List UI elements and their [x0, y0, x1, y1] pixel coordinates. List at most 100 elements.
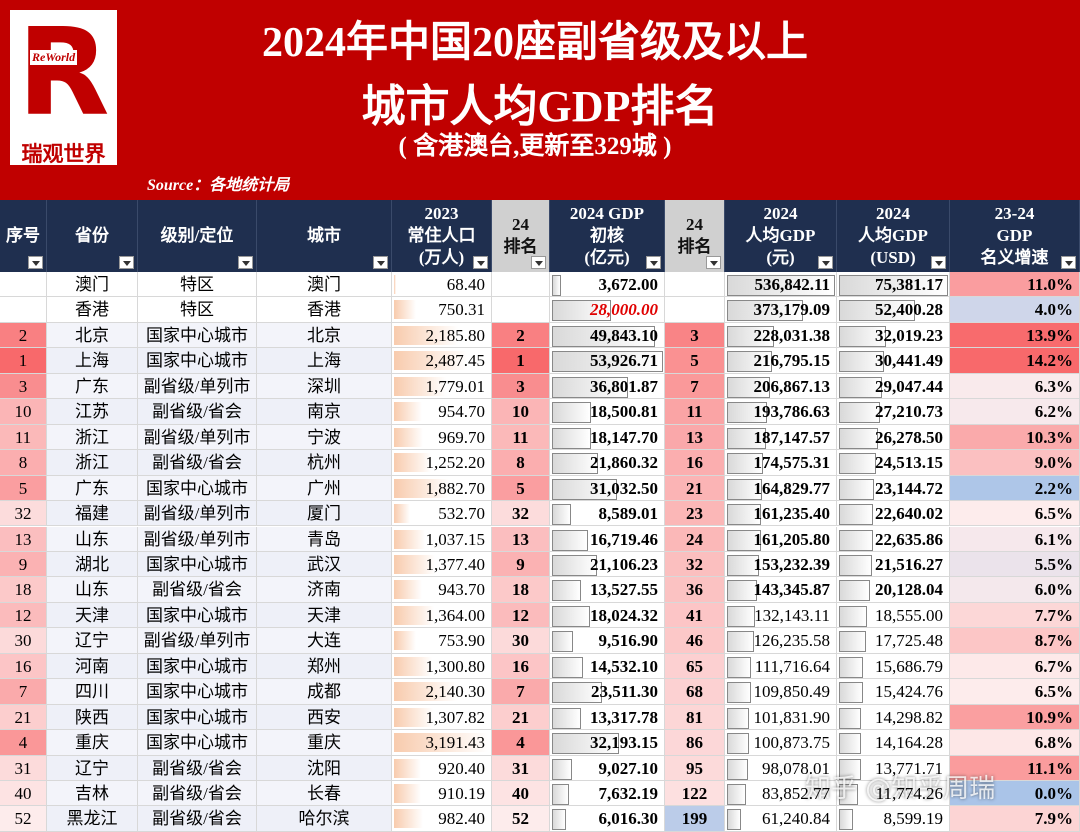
cell-text: 46	[686, 631, 703, 651]
cell-text: 13,771.71	[875, 758, 943, 778]
header-text: 2023	[424, 204, 459, 223]
cell-text: 532.70	[438, 504, 485, 524]
table-cell: 23	[665, 501, 725, 527]
cell-text: 31,032.50	[590, 478, 658, 498]
filter-button[interactable]	[931, 256, 946, 269]
filter-button[interactable]	[28, 256, 43, 269]
cell-text: 1,300.80	[425, 656, 486, 676]
data-bar	[394, 809, 423, 829]
table-cell: 1	[492, 348, 550, 374]
cell-text: 8,599.19	[883, 809, 944, 829]
filter-button[interactable]	[646, 256, 661, 269]
data-bar	[727, 376, 770, 398]
cell-text: 6.8%	[1034, 733, 1073, 753]
filter-button[interactable]	[119, 256, 134, 269]
cell-text: 22,640.02	[875, 504, 943, 524]
cell-text: 21	[14, 707, 32, 727]
filter-button[interactable]	[473, 256, 488, 269]
table-cell: 广州	[257, 475, 392, 502]
table-cell: 18	[0, 577, 47, 603]
table-cell: 920.40	[392, 755, 492, 781]
table-cell: 9.0%	[950, 450, 1080, 476]
table-cell: 6.8%	[950, 730, 1080, 756]
table-cell: 辽宁	[47, 628, 138, 654]
table-cell: 86	[665, 730, 725, 756]
filter-button[interactable]	[706, 256, 721, 269]
data-bar	[552, 733, 620, 755]
table-cell: 13	[0, 526, 47, 552]
cell-text: 14.2%	[1026, 351, 1073, 371]
table-cell: 5	[0, 475, 47, 502]
data-bar	[839, 453, 876, 475]
table-cell: 68.40	[392, 272, 492, 298]
table-cell: 100,873.75	[725, 730, 837, 756]
cell-text: 20,128.04	[875, 580, 943, 600]
table-cell: 16	[0, 653, 47, 680]
cell-text: 53,926.71	[590, 351, 658, 371]
cell-text: 7	[18, 682, 28, 702]
table-cell: 16,719.46	[550, 526, 665, 552]
column-header: 2024 人均GDP (元)	[725, 200, 837, 272]
filter-button[interactable]	[238, 256, 253, 269]
cell-text: 12	[14, 605, 32, 625]
table-cell: 1,300.80	[392, 653, 492, 680]
cell-text: 副省级/省会	[152, 453, 242, 473]
table-cell: 深圳	[257, 373, 392, 400]
cell-text: 132,143.11	[754, 605, 830, 625]
cell-text: 753.90	[438, 631, 485, 651]
table-cell: 7	[0, 679, 47, 705]
filter-button[interactable]	[373, 256, 388, 269]
filter-button[interactable]	[531, 256, 546, 269]
table-cell: 122	[665, 781, 725, 807]
cell-text: 郑州	[307, 656, 341, 676]
table-cell: 1,252.20	[392, 450, 492, 476]
filter-button[interactable]	[818, 256, 833, 269]
cell-text: 22,635.86	[875, 529, 943, 549]
cell-text: 26,278.50	[875, 427, 943, 447]
table-cell: 山东	[47, 526, 138, 552]
cell-text: 8,589.01	[598, 504, 659, 524]
cell-text: 21,860.32	[590, 453, 658, 473]
table-cell: 5	[665, 348, 725, 374]
table-cell: 8,599.19	[837, 806, 950, 832]
table-cell: 2	[492, 322, 550, 349]
cell-text: 3,672.00	[598, 275, 659, 294]
cell-text: 2	[18, 325, 28, 345]
table-cell: 8,589.01	[550, 501, 665, 527]
data-bar	[394, 631, 417, 651]
cell-text: 浙江	[75, 453, 109, 473]
table-cell: 53,926.71	[550, 348, 665, 374]
table-cell: 18	[492, 577, 550, 603]
table-cell: 国家中心城市	[138, 551, 257, 578]
table-cell: 1	[0, 348, 47, 374]
data-bar	[727, 758, 749, 780]
table-cell: 536,842.11	[725, 272, 837, 298]
data-bar	[394, 605, 435, 625]
cell-text: 143,345.87	[753, 580, 831, 600]
table-cell: 1,307.82	[392, 704, 492, 731]
data-bar	[552, 478, 617, 500]
table-cell: 成都	[257, 679, 392, 705]
cell-text: 1,252.20	[425, 453, 486, 473]
cell-text: 澳门	[75, 275, 109, 294]
data-bar	[727, 707, 750, 729]
data-bar	[727, 529, 761, 551]
column-header: 省份	[47, 200, 138, 272]
table-cell: 2.2%	[950, 475, 1080, 502]
cell-text: 6.1%	[1034, 529, 1073, 549]
cell-text: 广州	[307, 478, 341, 498]
cell-text: 11.0%	[1027, 275, 1073, 294]
cell-text: 36,801.87	[590, 376, 658, 396]
header-text: (USD)	[870, 248, 916, 267]
cell-text: 5	[516, 478, 525, 498]
header-text: 级别/定位	[160, 226, 234, 245]
cell-text: 6.2%	[1034, 402, 1073, 422]
cell-text: 国家中心城市	[146, 325, 248, 345]
filter-button[interactable]	[1061, 256, 1076, 269]
cell-text: 副省级/单列市	[143, 631, 251, 651]
table-cell: 13	[665, 424, 725, 451]
header-text: 2024	[763, 204, 798, 223]
table-cell: 750.31	[392, 297, 492, 323]
data-bar	[552, 580, 582, 602]
